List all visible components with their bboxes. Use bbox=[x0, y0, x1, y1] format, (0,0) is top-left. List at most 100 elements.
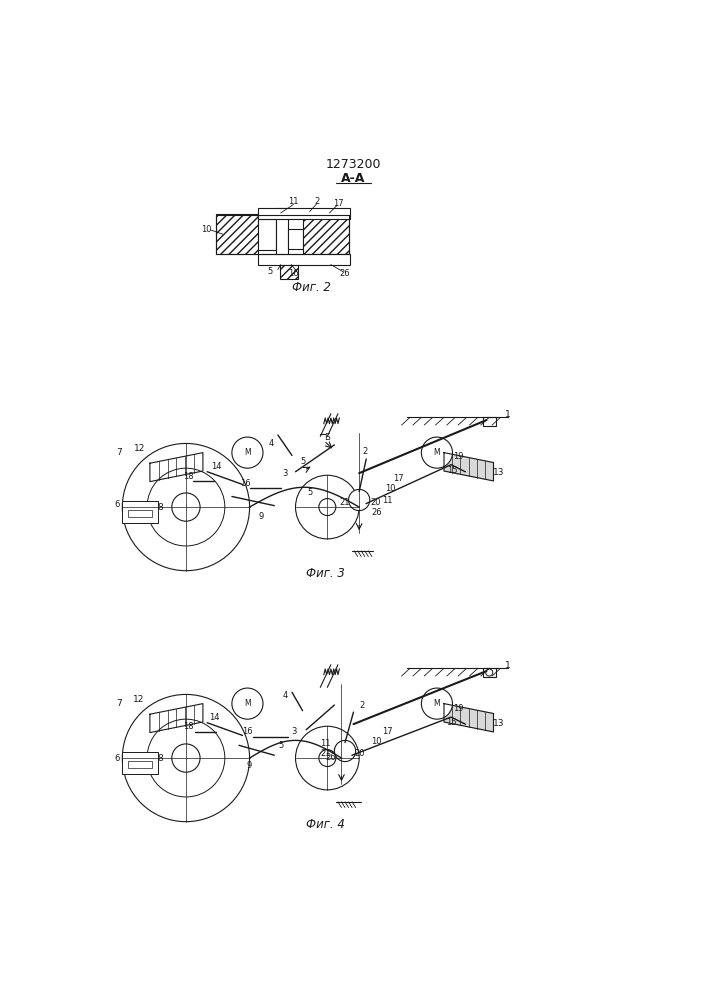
Text: 8: 8 bbox=[157, 503, 163, 512]
Circle shape bbox=[147, 719, 225, 797]
Text: 15: 15 bbox=[448, 466, 457, 475]
Text: 14: 14 bbox=[209, 713, 219, 722]
Text: Фиг. 3: Фиг. 3 bbox=[306, 567, 344, 580]
Circle shape bbox=[296, 726, 359, 790]
Text: 5: 5 bbox=[279, 741, 284, 750]
Text: M: M bbox=[433, 699, 440, 708]
Text: 15: 15 bbox=[446, 718, 456, 727]
Text: M: M bbox=[244, 699, 251, 708]
Text: 1273200: 1273200 bbox=[326, 158, 381, 171]
Text: 17: 17 bbox=[382, 727, 393, 736]
Text: 13: 13 bbox=[493, 719, 504, 728]
Text: 26: 26 bbox=[325, 753, 337, 762]
Text: 5: 5 bbox=[267, 267, 273, 276]
Bar bbox=[288, 229, 303, 249]
Text: 20: 20 bbox=[354, 749, 364, 758]
Bar bbox=[258, 208, 350, 219]
Circle shape bbox=[172, 493, 200, 521]
Text: 9: 9 bbox=[259, 512, 264, 521]
Circle shape bbox=[339, 748, 344, 754]
Bar bbox=[128, 761, 152, 768]
Text: 17: 17 bbox=[392, 474, 404, 483]
Text: 2: 2 bbox=[314, 197, 320, 206]
Text: 13: 13 bbox=[493, 468, 504, 477]
Text: 1: 1 bbox=[505, 410, 510, 419]
Circle shape bbox=[319, 750, 336, 767]
Text: 16: 16 bbox=[288, 269, 299, 278]
Text: 14: 14 bbox=[211, 462, 221, 471]
Text: 12: 12 bbox=[134, 444, 146, 453]
Text: 21: 21 bbox=[339, 498, 349, 507]
Text: 16: 16 bbox=[240, 479, 251, 488]
Circle shape bbox=[486, 669, 493, 676]
Text: 19: 19 bbox=[453, 704, 463, 713]
Bar bbox=[128, 510, 152, 517]
Circle shape bbox=[352, 493, 366, 507]
Text: Б: Б bbox=[324, 433, 329, 442]
Text: M: M bbox=[244, 448, 251, 457]
Circle shape bbox=[296, 475, 359, 539]
Circle shape bbox=[232, 437, 263, 468]
Circle shape bbox=[232, 688, 263, 719]
Circle shape bbox=[349, 489, 370, 511]
Circle shape bbox=[122, 694, 250, 822]
Text: A-A: A-A bbox=[341, 172, 366, 185]
Text: 8: 8 bbox=[157, 754, 163, 763]
Text: 3: 3 bbox=[282, 469, 288, 478]
Bar bbox=[303, 214, 349, 254]
Bar bbox=[276, 208, 288, 260]
Text: 1: 1 bbox=[505, 661, 510, 670]
Circle shape bbox=[122, 443, 250, 571]
Circle shape bbox=[334, 744, 349, 758]
Bar bbox=[483, 417, 496, 426]
Circle shape bbox=[319, 499, 336, 516]
Circle shape bbox=[172, 744, 200, 772]
Text: Фиг. 4: Фиг. 4 bbox=[306, 818, 344, 831]
Text: 7: 7 bbox=[116, 448, 122, 457]
Text: 3: 3 bbox=[291, 727, 297, 736]
Text: 11: 11 bbox=[288, 197, 298, 206]
Text: 11: 11 bbox=[382, 496, 392, 505]
Text: 19: 19 bbox=[453, 452, 463, 461]
Circle shape bbox=[421, 688, 452, 719]
Circle shape bbox=[421, 437, 452, 468]
Bar bbox=[280, 265, 298, 279]
Bar bbox=[122, 752, 158, 774]
Bar bbox=[216, 214, 258, 254]
Text: 17: 17 bbox=[332, 199, 344, 208]
Text: 6: 6 bbox=[114, 754, 119, 763]
Text: 7: 7 bbox=[116, 699, 122, 708]
Text: 5: 5 bbox=[307, 488, 312, 497]
Text: 26: 26 bbox=[339, 269, 351, 278]
Text: 11: 11 bbox=[320, 739, 330, 748]
Text: 18: 18 bbox=[182, 722, 194, 731]
Text: 2: 2 bbox=[359, 701, 365, 710]
Text: 20: 20 bbox=[371, 498, 381, 507]
Text: 2: 2 bbox=[362, 447, 368, 456]
Circle shape bbox=[334, 740, 356, 762]
Text: 26: 26 bbox=[371, 508, 382, 517]
Text: 5: 5 bbox=[300, 457, 305, 466]
Text: 6: 6 bbox=[114, 500, 119, 509]
Text: 4: 4 bbox=[282, 691, 288, 700]
Text: 21: 21 bbox=[320, 749, 330, 758]
Circle shape bbox=[147, 468, 225, 546]
Bar bbox=[122, 501, 158, 523]
Text: 10: 10 bbox=[372, 737, 382, 746]
Circle shape bbox=[356, 497, 362, 503]
Polygon shape bbox=[150, 453, 203, 482]
Text: 16: 16 bbox=[242, 727, 253, 736]
Bar bbox=[258, 219, 276, 250]
Bar bbox=[258, 254, 350, 265]
Text: 9: 9 bbox=[247, 761, 252, 770]
Text: 18: 18 bbox=[182, 472, 194, 481]
Text: 10: 10 bbox=[201, 225, 211, 234]
Polygon shape bbox=[444, 704, 493, 732]
Text: 10: 10 bbox=[385, 484, 395, 493]
Polygon shape bbox=[150, 704, 203, 733]
Polygon shape bbox=[444, 453, 493, 481]
Text: M: M bbox=[433, 448, 440, 457]
Text: 12: 12 bbox=[133, 695, 144, 704]
Text: Фиг. 2: Фиг. 2 bbox=[292, 281, 330, 294]
Bar bbox=[483, 668, 496, 677]
